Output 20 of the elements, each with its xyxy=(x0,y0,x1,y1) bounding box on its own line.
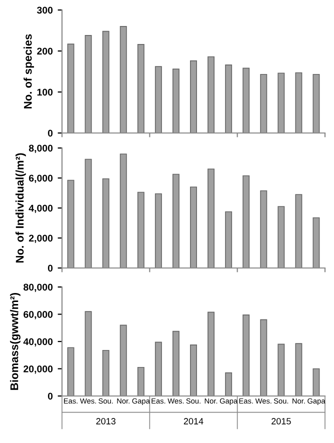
text: 2013 xyxy=(96,418,116,424)
y-axis-title: No. of species xyxy=(24,34,34,108)
y-tick-label: 80,000 xyxy=(24,284,53,292)
y-tick-label: 20,000 xyxy=(24,365,53,374)
y-tick-label: 4,000 xyxy=(28,204,53,214)
y-axis-title: No. of Individual(/m²) xyxy=(16,153,26,262)
text: 2015 xyxy=(272,418,291,424)
y-tick-label: 60,000 xyxy=(24,310,53,320)
y-axis-title: Biomass(gwwt/m²) xyxy=(10,292,20,390)
y-tick-label: 200 xyxy=(37,48,53,55)
y-tick-label: 0 xyxy=(48,264,53,272)
y-tick-label: 40,000 xyxy=(23,338,53,347)
y-tick-label: 2,000 xyxy=(28,234,53,244)
y-tick-label: 100 xyxy=(37,88,53,96)
y-tick-label: 0 xyxy=(48,130,53,137)
text: 2014 xyxy=(184,418,204,424)
y-tick-label: 8,000 xyxy=(28,144,53,154)
y-tick-label: 0 xyxy=(48,392,53,400)
y-tick-label: 300 xyxy=(36,6,53,14)
y-tick-label: 6,000 xyxy=(29,174,53,184)
